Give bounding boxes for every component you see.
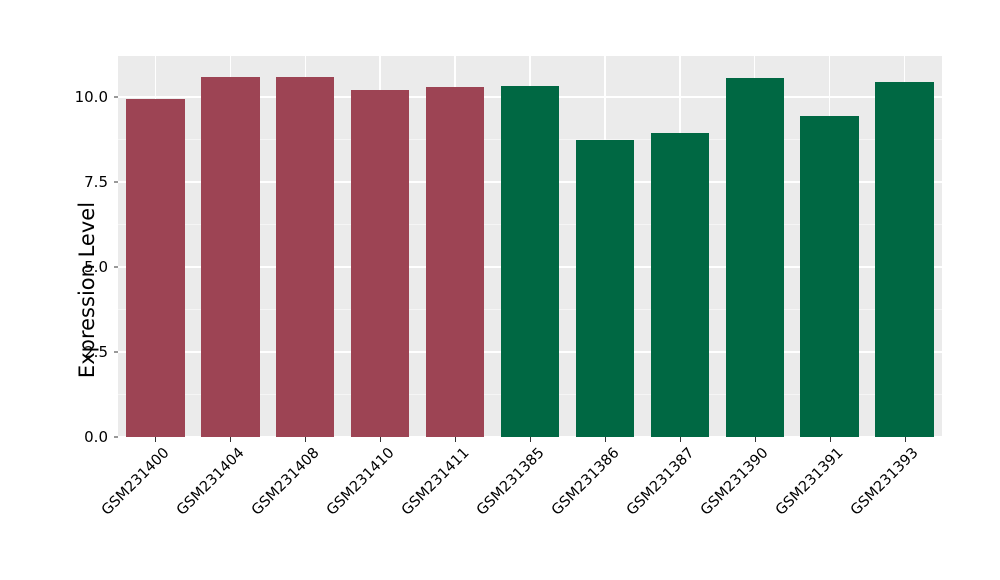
y-axis-tick-label: 10.0 [74, 87, 108, 106]
bar [650, 132, 710, 437]
x-axis-tick-label: GSM231404 [173, 445, 248, 519]
y-axis-tick-label: 7.5 [84, 172, 108, 191]
y-axis-tick-label: 0.0 [84, 428, 108, 446]
x-axis-tick-label: GSM231411 [398, 445, 473, 519]
x-axis-tick-labels: GSM231400 GSM231404 GSM231408 GSM231410 GSM2… [99, 437, 942, 580]
x-axis-tick-mark [530, 437, 531, 442]
y-axis-tick-mark [114, 436, 118, 438]
bar [276, 76, 335, 437]
bar [201, 77, 260, 437]
x-axis-tick-mark [604, 437, 606, 442]
x-axis-tick-label: GSM231385 [473, 445, 548, 519]
x-axis-tick-label: GSM231386 [548, 445, 623, 519]
y-axis-tick-labels: 0.0 2.5 5.0 7.5 10.0 [60, 0, 108, 580]
bar [875, 81, 934, 437]
bar [725, 77, 784, 437]
x-axis-tick-mark [754, 437, 756, 442]
bar [425, 86, 485, 437]
bar [500, 85, 560, 437]
x-axis-tick-mark [904, 437, 906, 442]
x-axis-tick-mark [829, 437, 831, 442]
plot-panel [118, 56, 942, 437]
y-axis-tick-mark [114, 351, 118, 353]
y-axis-tick-mark [114, 96, 118, 98]
bar [350, 89, 410, 437]
x-axis-tick-label: GSM231387 [623, 445, 698, 519]
y-axis-tick-mark [114, 181, 118, 183]
x-axis-tick-label: GSM231410 [323, 445, 398, 519]
x-axis-tick-label: GSM231391 [773, 445, 847, 519]
x-axis-tick-mark [155, 437, 157, 442]
y-axis-tick-label: 5.0 [84, 257, 108, 276]
bar [800, 115, 859, 437]
x-axis-tick-mark [230, 437, 232, 442]
bar [126, 99, 185, 437]
x-axis-tick-label: GSM231408 [248, 445, 323, 519]
y-axis-tick-mark [114, 266, 118, 268]
x-axis-tick-mark [305, 437, 307, 442]
bar [575, 139, 635, 437]
y-axis-tick-label: 2.5 [84, 342, 108, 361]
x-axis-tick-mark [380, 437, 382, 442]
x-axis-tick-label: GSM231390 [698, 445, 773, 519]
x-axis-tick-mark [455, 437, 457, 442]
x-axis-tick-label: GSM231393 [848, 445, 922, 519]
x-axis-tick-mark [679, 437, 681, 442]
